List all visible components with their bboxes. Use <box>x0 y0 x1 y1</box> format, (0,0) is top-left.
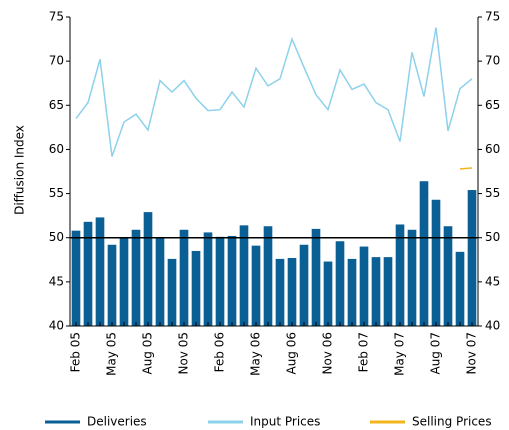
legend-label: Selling Prices <box>412 415 492 429</box>
x-tick-label: Feb 06 <box>213 332 227 372</box>
line <box>459 167 473 170</box>
bar <box>359 246 369 326</box>
bar <box>239 225 249 326</box>
y-tick-label: 55 <box>49 186 64 200</box>
y2-tick-label: 70 <box>485 54 500 68</box>
x-tick-label: Nov 07 <box>465 332 479 375</box>
bar <box>383 257 393 326</box>
legend-label: Input Prices <box>250 415 320 429</box>
line <box>75 27 473 157</box>
bar <box>443 226 453 326</box>
y2-tick-label: 40 <box>485 319 500 333</box>
bar <box>155 237 165 326</box>
bar <box>263 226 273 326</box>
bar <box>167 258 177 326</box>
y2-tick-label: 55 <box>485 186 500 200</box>
bar <box>287 258 297 326</box>
bar <box>455 251 465 326</box>
bar <box>407 229 417 326</box>
x-tick-label: Nov 05 <box>177 332 191 375</box>
bar <box>131 229 141 326</box>
y-tick-label: 40 <box>49 319 64 333</box>
bar <box>83 221 93 326</box>
x-tick-label: Feb 07 <box>357 332 371 372</box>
x-tick-label: May 05 <box>105 332 119 376</box>
y2-tick-label: 75 <box>485 10 500 24</box>
bar <box>371 257 381 326</box>
bar <box>311 228 321 326</box>
y-tick-label: 70 <box>49 54 64 68</box>
y2-tick-label: 65 <box>485 98 500 112</box>
y-tick-label: 60 <box>49 142 64 156</box>
bar <box>431 199 441 326</box>
bar <box>203 232 213 326</box>
y-tick-label: 50 <box>49 230 64 244</box>
y2-tick-label: 45 <box>485 274 500 288</box>
bar <box>251 245 261 326</box>
bar <box>71 230 81 326</box>
bar <box>179 229 189 326</box>
x-tick-label: Feb 05 <box>69 332 83 372</box>
y-tick-label: 65 <box>49 98 64 112</box>
x-tick-label: Aug 07 <box>429 332 443 375</box>
x-tick-label: Nov 06 <box>321 332 335 375</box>
x-tick-label: May 06 <box>249 332 263 376</box>
y2-tick-label: 60 <box>485 142 500 156</box>
x-tick-label: Aug 06 <box>285 332 299 375</box>
bar <box>395 224 405 326</box>
legend-label: Deliveries <box>87 415 147 429</box>
bar <box>467 190 477 326</box>
bar <box>95 217 105 326</box>
x-tick-label: May 07 <box>393 332 407 376</box>
bar <box>119 237 129 326</box>
bar <box>347 258 357 326</box>
bar <box>107 244 117 326</box>
bar <box>323 261 333 326</box>
bar <box>275 258 285 326</box>
y-tick-label: 75 <box>49 10 64 24</box>
y-axis-label: Diffusion Index <box>13 125 27 215</box>
bar <box>191 250 201 326</box>
bar <box>215 236 225 326</box>
bar <box>335 241 345 326</box>
bar <box>299 244 309 326</box>
y2-tick-label: 50 <box>485 230 500 244</box>
x-tick-label: Aug 05 <box>141 332 155 375</box>
y-tick-label: 45 <box>49 274 64 288</box>
bar <box>227 235 237 326</box>
bar <box>143 212 153 326</box>
bar <box>419 181 429 326</box>
